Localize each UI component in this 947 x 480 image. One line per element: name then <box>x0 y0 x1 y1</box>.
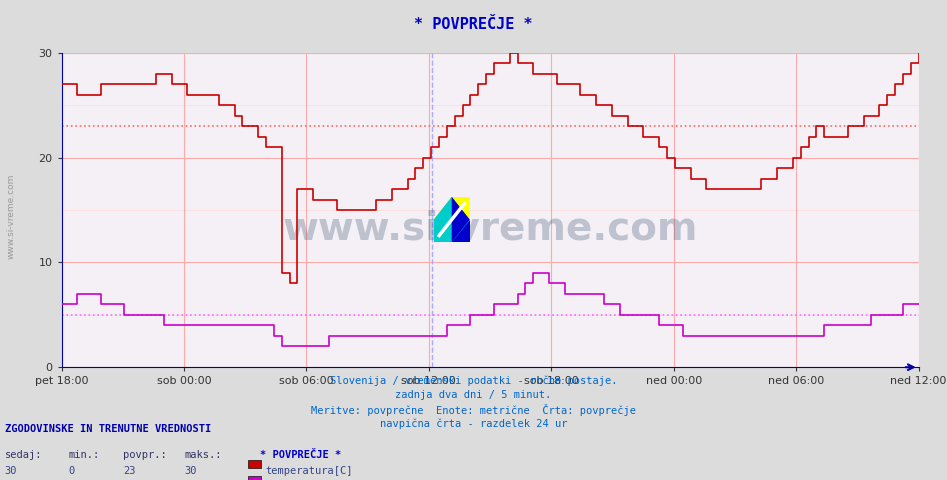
Text: Meritve: povprečne  Enote: metrične  Črta: povprečje: Meritve: povprečne Enote: metrične Črta:… <box>311 404 636 416</box>
Text: navpična črta - razdelek 24 ur: navpična črta - razdelek 24 ur <box>380 419 567 429</box>
Polygon shape <box>434 197 470 220</box>
Text: www.si-vreme.com: www.si-vreme.com <box>282 210 698 248</box>
Text: sedaj:: sedaj: <box>5 450 43 460</box>
Text: www.si-vreme.com: www.si-vreme.com <box>7 173 16 259</box>
Text: zadnja dva dni / 5 minut.: zadnja dva dni / 5 minut. <box>396 390 551 400</box>
Text: ZGODOVINSKE IN TRENUTNE VREDNOSTI: ZGODOVINSKE IN TRENUTNE VREDNOSTI <box>5 424 211 434</box>
Text: Slovenija / vremenski podatki - ročne postaje.: Slovenija / vremenski podatki - ročne po… <box>330 375 617 386</box>
Text: * POVPREČJE *: * POVPREČJE * <box>414 17 533 32</box>
Text: temperatura[C]: temperatura[C] <box>265 466 352 476</box>
Polygon shape <box>452 197 470 242</box>
Text: min.:: min.: <box>68 450 99 460</box>
Polygon shape <box>452 220 470 242</box>
Text: povpr.:: povpr.: <box>123 450 167 460</box>
Text: * POVPREČJE *: * POVPREČJE * <box>260 450 342 460</box>
Text: 30: 30 <box>185 466 197 476</box>
Text: 0: 0 <box>68 466 75 476</box>
Polygon shape <box>434 197 470 242</box>
Text: maks.:: maks.: <box>185 450 223 460</box>
Text: 30: 30 <box>5 466 17 476</box>
Text: 23: 23 <box>123 466 135 476</box>
